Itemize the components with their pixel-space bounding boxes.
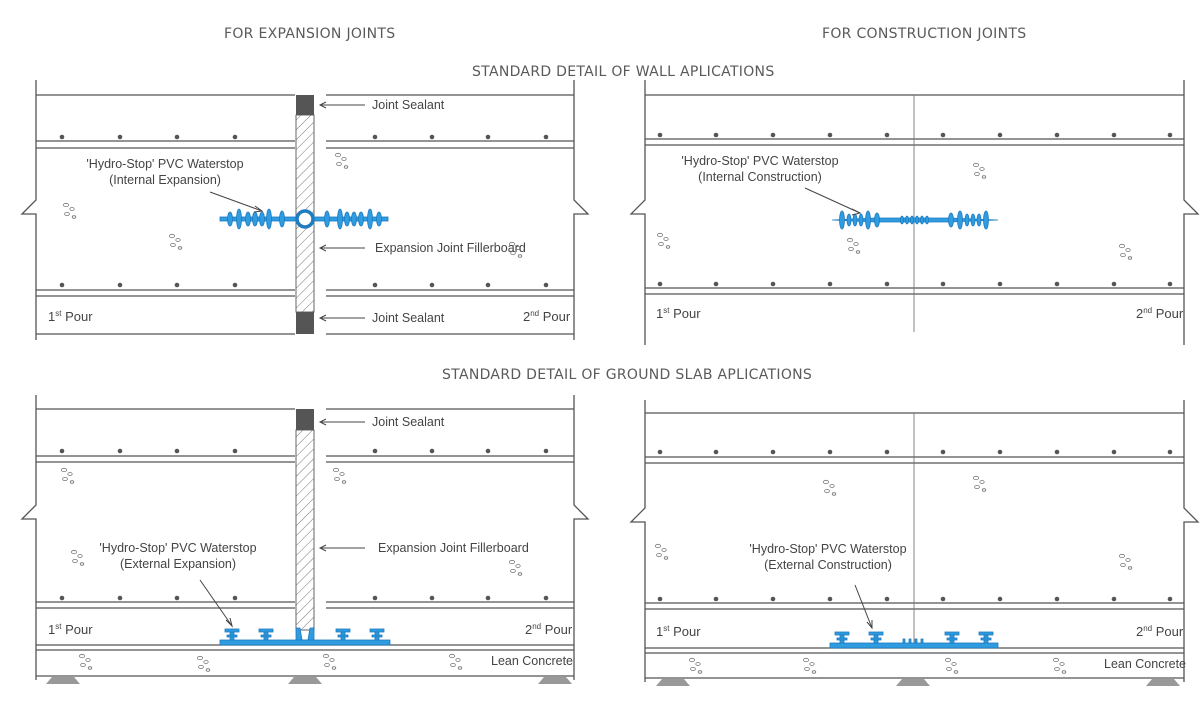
label-waterstop-type: (Internal Expansion)	[109, 173, 221, 187]
pvc-waterstop-internal-construction	[831, 210, 999, 230]
wall-construction-detail: 'Hydro-Stop' PVC Waterstop (Internal Con…	[629, 80, 1200, 345]
pvc-waterstop-internal-expansion	[219, 208, 389, 230]
slab-construction-detail: 'Hydro-Stop' PVC Waterstop (External Con…	[629, 400, 1200, 686]
slab-construction-outline	[629, 400, 1200, 682]
heading-slab-applications: STANDARD DETAIL OF GROUND SLAB APLICATIO…	[442, 367, 813, 383]
pvc-waterstop-external-construction	[829, 631, 999, 649]
label-lean-concrete: Lean Concrete	[491, 654, 573, 668]
label-waterstop-type: (Internal Construction)	[698, 170, 822, 184]
label-second-pour: 2nd Pour	[1136, 624, 1184, 639]
label-waterstop-type: (External Expansion)	[120, 557, 236, 571]
label-expansion-fillerboard: Expansion Joint Fillerboard	[378, 541, 529, 555]
heading-construction-joints: FOR CONSTRUCTION JOINTS	[822, 26, 1027, 42]
leader-line	[804, 187, 862, 216]
label-first-pour: 1st Pour	[656, 624, 701, 639]
label-joint-sealant-top: Joint Sealant	[372, 98, 445, 112]
leader-line	[854, 584, 873, 630]
joint-sealant	[296, 409, 314, 430]
label-second-pour: 2nd Pour	[525, 622, 573, 637]
label-joint-sealant: Joint Sealant	[372, 415, 445, 429]
label-first-pour: 1st Pour	[48, 622, 93, 637]
label-waterstop-name: 'Hydro-Stop' PVC Waterstop	[99, 541, 256, 555]
wall-expansion-outline	[20, 80, 590, 340]
expansion-fillerboard	[295, 429, 315, 631]
rebar-dots	[59, 448, 549, 601]
heading-expansion-joints: FOR EXPANSION JOINTS	[224, 26, 396, 42]
joint-sealant-top	[296, 95, 314, 115]
label-waterstop-name: 'Hydro-Stop' PVC Waterstop	[749, 542, 906, 556]
label-lean-concrete: Lean Concrete	[1104, 657, 1186, 671]
rebar-dots	[59, 134, 549, 288]
label-waterstop-type: (External Construction)	[764, 558, 892, 572]
label-second-pour: 2nd Pour	[523, 309, 571, 324]
ground-hatch	[46, 677, 572, 684]
label-joint-sealant-bottom: Joint Sealant	[372, 311, 445, 325]
wall-construction-outline	[629, 80, 1200, 345]
joint-sealant-bottom	[296, 312, 314, 334]
label-first-pour: 1st Pour	[48, 309, 93, 324]
rebar-dots	[657, 132, 1173, 287]
label-second-pour: 2nd Pour	[1136, 306, 1184, 321]
rebar-dots	[657, 449, 1173, 602]
leader-lines	[209, 101, 365, 322]
leader-lines	[199, 418, 365, 628]
label-waterstop-name: 'Hydro-Stop' PVC Waterstop	[681, 154, 838, 168]
pvc-waterstop-external-expansion	[219, 627, 391, 646]
ground-hatch	[656, 679, 1180, 686]
wall-expansion-detail: Joint Sealant Expansion Joint Fillerboar…	[20, 80, 590, 340]
slab-expansion-detail: Joint Sealant Expansion Joint Fillerboar…	[20, 395, 590, 684]
label-expansion-fillerboard: Expansion Joint Fillerboard	[375, 241, 526, 255]
label-first-pour: 1st Pour	[656, 306, 701, 321]
heading-wall-applications: STANDARD DETAIL OF WALL APLICATIONS	[472, 64, 775, 80]
label-waterstop-name: 'Hydro-Stop' PVC Waterstop	[86, 157, 243, 171]
